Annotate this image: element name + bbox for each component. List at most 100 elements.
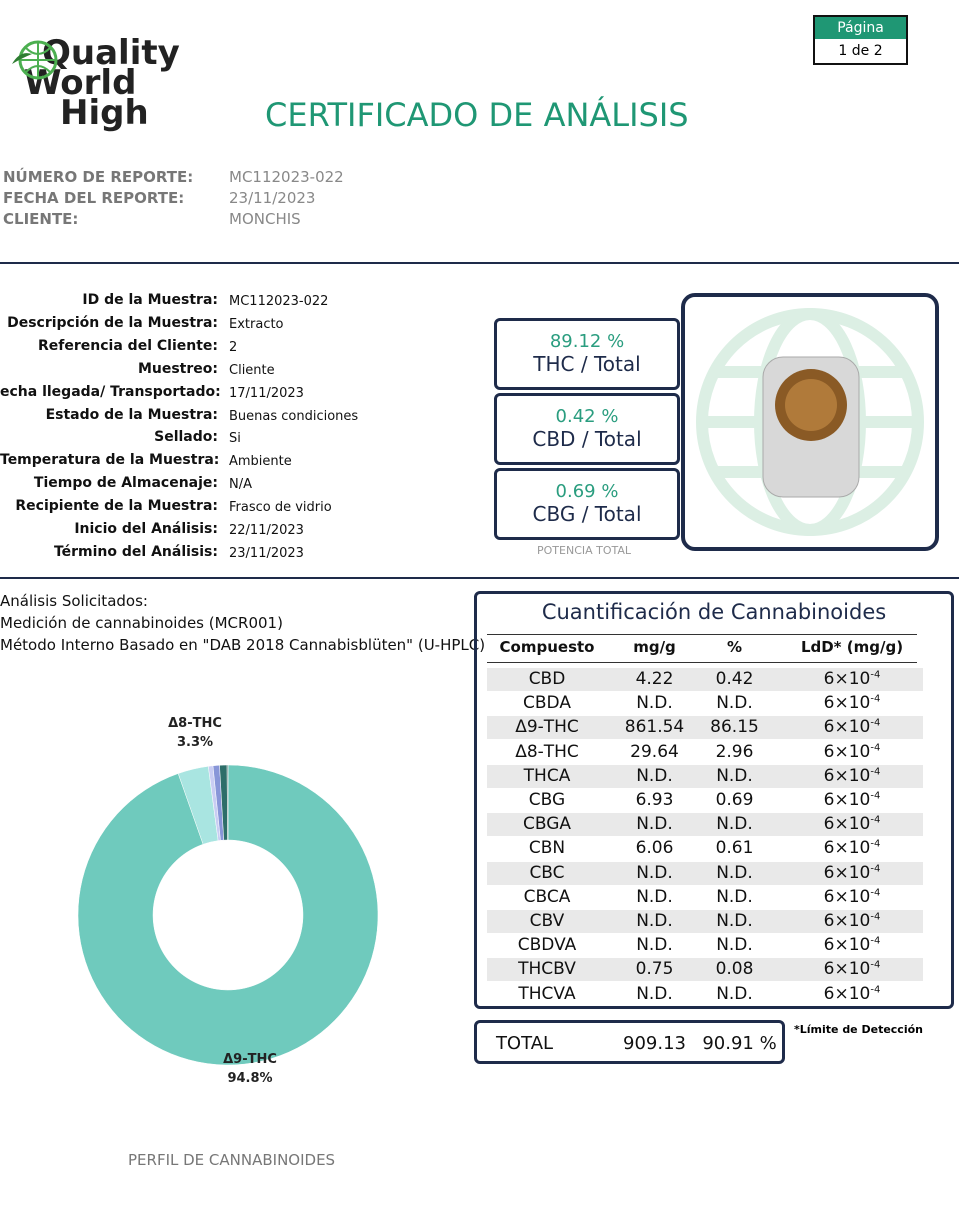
table-cell: 2.96 [715, 741, 754, 762]
logo-line: World [24, 63, 137, 103]
ldd-exponent: -4 [870, 862, 881, 874]
donut-slice [226, 764, 229, 841]
column-header: mg/g [633, 638, 676, 656]
sample-value: Extracto [229, 316, 284, 332]
table-cell: N.D. [636, 862, 673, 883]
ldd-base: 6×10 [823, 717, 871, 738]
total-cell: 909.13 [623, 1033, 686, 1054]
table-cell: CBCA [523, 886, 571, 907]
sample-value: 23/11/2023 [229, 545, 304, 561]
sample-label: ID de la Muestra: [82, 292, 218, 308]
table-cell: N.D. [716, 983, 753, 1004]
slice-label: Δ9-THC [223, 1052, 277, 1067]
table-cell: 0.61 [715, 838, 754, 859]
title: CERTIFICADO DE ANÁLISIS [265, 96, 689, 134]
potency-label: THC / Total [533, 352, 641, 376]
ldd-base: 6×10 [823, 790, 871, 810]
slice-value: 3.3% [177, 735, 213, 750]
sample-label: Tiempo de Almacenaje: [33, 475, 218, 492]
potency-label: CBG / Total [532, 502, 642, 526]
report-label: FECHA DEL REPORTE: [3, 189, 185, 207]
footnote: *Límite de Detección [794, 1023, 923, 1036]
table-cell: Δ8-THC [515, 741, 579, 762]
slice-label: Δ8-THC [168, 716, 222, 731]
analysis: Análisis Solicitados: Medición de cannabi… [0, 590, 485, 656]
divider [0, 262, 959, 264]
table-cell: CBDA [523, 693, 571, 714]
table-cell: CBD [528, 669, 566, 689]
table-cell: 0.69 [715, 790, 754, 810]
ldd-exponent: -4 [870, 741, 881, 753]
table-cell: N.D. [636, 935, 673, 956]
total-box: TOTAL 909.13 90.91 % [474, 1020, 785, 1064]
header-rule [487, 634, 917, 635]
potency-caption: POTENCIA TOTAL [537, 544, 632, 557]
potency-value: 0.69 % [555, 481, 619, 502]
sample-value: MC112023-022 [229, 294, 329, 309]
table-cell: 0.08 [715, 959, 754, 980]
analysis-title: Análisis Solicitados: [0, 592, 148, 610]
table-cell: N.D. [716, 765, 753, 786]
ldd-exponent: -4 [870, 693, 881, 705]
table-cell: THCA [523, 765, 571, 786]
table-cell: 0.42 [715, 669, 754, 689]
ldd-base: 6×10 [823, 669, 871, 689]
sample-value: Frasco de vidrio [229, 500, 332, 516]
table-cell: 86.15 [710, 717, 759, 738]
header-rule [487, 662, 917, 663]
ldd-exponent: -4 [870, 838, 881, 850]
table-cell: THCBV [518, 959, 576, 980]
sample-value: Ambiente [229, 454, 292, 470]
logo-globe [12, 40, 58, 80]
table-title: Cuantificación de Cannabinoides [541, 600, 887, 624]
row-band [487, 958, 923, 982]
table-cell: N.D. [716, 911, 753, 931]
ldd-exponent: -4 [870, 911, 881, 923]
sample-value: Si [229, 431, 241, 447]
ldd-base: 6×10 [823, 862, 871, 883]
ldd-base: 6×10 [823, 911, 871, 931]
report-value: MC112023-022 [229, 168, 344, 186]
sample-value: Cliente [229, 362, 275, 378]
sample-value: 2 [229, 339, 238, 355]
table-cell: CBGA [522, 814, 572, 835]
table-cell: CBG [528, 790, 566, 810]
table-cell: THCVA [518, 983, 576, 1004]
row-band [487, 813, 923, 837]
table-cell: 6.93 [635, 790, 674, 810]
table-cell: N.D. [636, 983, 673, 1004]
sample-label: Término del Análisis: [53, 543, 218, 560]
table-cell: CBDVA [517, 935, 577, 956]
analysis-line: Método Interno Basado en "DAB 2018 Canna… [0, 636, 486, 654]
ldd-base: 6×10 [823, 693, 871, 714]
table-cell: N.D. [716, 886, 753, 907]
table-cell: N.D. [716, 814, 753, 835]
potency-box: 0.69 % CBG / Total [494, 468, 680, 540]
table-cell: 6×10-4 [767, 742, 937, 762]
logo-line: Quality [42, 33, 180, 73]
table-cell: 6×10-4 [767, 766, 937, 786]
table-cell: CBN [528, 838, 566, 859]
ldd-base: 6×10 [823, 838, 871, 859]
sample-label: Referencia del Cliente: [38, 337, 218, 354]
table-cell: 6×10-4 [767, 838, 937, 858]
report-value: 23/11/2023 [229, 189, 316, 207]
analysis-line: Medición de cannabinoides (MCR001) [0, 614, 283, 632]
logo-line: High [60, 93, 149, 133]
table-cell: 6×10-4 [767, 814, 937, 834]
table-cell: N.D. [636, 886, 673, 907]
table-cell: 6×10-4 [767, 935, 937, 955]
table-cell: 861.54 [624, 717, 685, 738]
ldd-exponent: -4 [870, 669, 881, 681]
sample-value: 22/11/2023 [229, 523, 304, 538]
ldd-base: 6×10 [823, 983, 871, 1004]
ldd-base: 6×10 [823, 765, 871, 786]
table-cell: 6×10-4 [767, 669, 937, 689]
sample-label: Estado de la Muestra: [45, 406, 218, 423]
table-cell: N.D. [636, 693, 673, 714]
sample-value: N/A [229, 477, 252, 493]
column-header: Compuesto [499, 638, 595, 656]
table-cell: 6×10-4 [767, 863, 937, 883]
table-cell: N.D. [636, 814, 673, 835]
ldd-base: 6×10 [823, 814, 871, 835]
